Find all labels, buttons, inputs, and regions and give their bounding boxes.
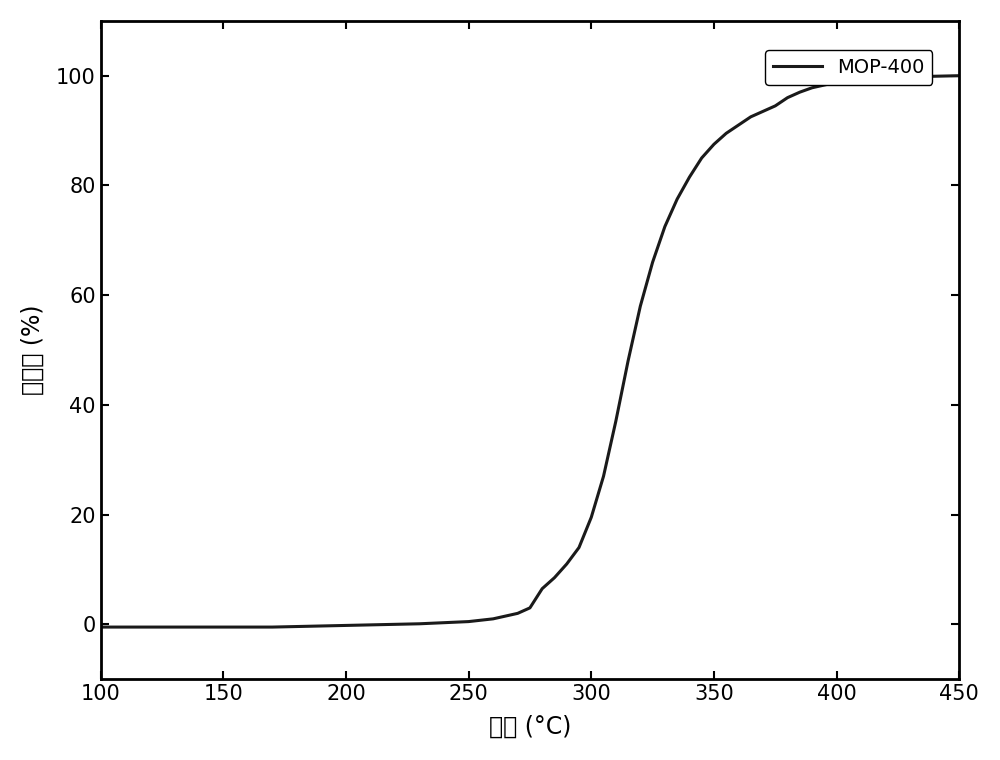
MOP-400	[438, 618, 450, 627]
MOP-400	[671, 195, 683, 204]
MOP-400	[512, 609, 524, 618]
MOP-400	[598, 472, 610, 481]
MOP-400	[769, 101, 781, 110]
MOP-400	[929, 71, 941, 81]
MOP-400	[855, 75, 867, 84]
MOP-400	[193, 622, 205, 632]
MOP-400	[168, 622, 180, 632]
MOP-400	[610, 416, 622, 426]
MOP-400	[659, 222, 671, 231]
MOP-400	[647, 258, 659, 267]
MOP-400	[414, 619, 426, 629]
MOP-400	[732, 121, 744, 130]
MOP-400	[708, 140, 720, 149]
MOP-400	[794, 87, 806, 97]
Line: MOP-400: MOP-400	[101, 76, 959, 627]
MOP-400	[573, 543, 585, 552]
MOP-400	[487, 614, 499, 623]
MOP-400	[499, 612, 511, 621]
MOP-400	[561, 559, 573, 568]
MOP-400	[315, 622, 327, 631]
MOP-400	[634, 302, 646, 311]
MOP-400	[242, 622, 254, 632]
MOP-400	[745, 112, 757, 122]
MOP-400	[806, 83, 818, 92]
MOP-400	[364, 620, 376, 629]
MOP-400	[524, 603, 536, 613]
MOP-400	[119, 622, 131, 632]
MOP-400	[683, 173, 695, 182]
X-axis label: 温度 (°C): 温度 (°C)	[489, 715, 571, 739]
MOP-400	[340, 621, 352, 630]
MOP-400	[389, 619, 401, 629]
Y-axis label: 转化率 (%): 转化率 (%)	[21, 305, 45, 395]
MOP-400	[536, 584, 548, 594]
MOP-400	[585, 513, 597, 522]
MOP-400	[548, 573, 560, 582]
MOP-400	[720, 128, 732, 138]
MOP-400	[757, 107, 769, 116]
MOP-400	[696, 154, 708, 163]
MOP-400	[95, 622, 107, 632]
MOP-400	[291, 622, 303, 631]
MOP-400	[904, 72, 916, 81]
MOP-400	[622, 356, 634, 366]
MOP-400	[953, 71, 965, 81]
MOP-400	[463, 617, 475, 626]
MOP-400	[217, 622, 229, 632]
MOP-400	[831, 78, 843, 87]
MOP-400	[266, 622, 278, 632]
MOP-400	[782, 93, 794, 102]
MOP-400	[818, 81, 830, 90]
MOP-400	[144, 622, 156, 632]
MOP-400	[880, 73, 892, 82]
Legend: MOP-400: MOP-400	[765, 50, 932, 85]
